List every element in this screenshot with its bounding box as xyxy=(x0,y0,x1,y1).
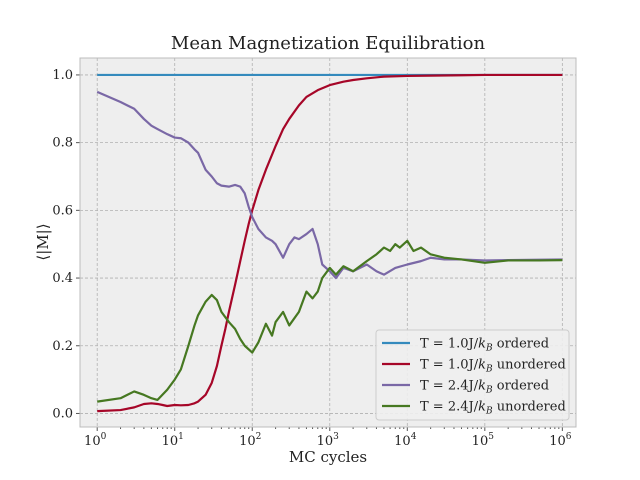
legend-label-suffix: ordered xyxy=(493,337,549,352)
y-tick-label: 1.0 xyxy=(52,68,73,83)
x-tick-exponent: 1 xyxy=(178,432,184,442)
x-tick-base: 10 xyxy=(84,434,101,449)
legend-label-k: k xyxy=(478,379,486,394)
x-tick-exponent: 6 xyxy=(566,432,572,442)
x-tick-exponent: 5 xyxy=(488,432,494,442)
plot-frame xyxy=(79,57,577,428)
x-tick-label: 105 xyxy=(472,432,495,449)
y-axis-label: ⟨|M|⟩ xyxy=(34,223,52,260)
series-line-4 xyxy=(97,239,563,403)
x-tick-base: 10 xyxy=(162,434,179,449)
legend-label-suffix: unordered xyxy=(493,358,566,373)
x-tick-label: 103 xyxy=(317,432,340,449)
legend-label: T = 2.4J/kB unordered xyxy=(420,400,566,417)
x-tick-base: 10 xyxy=(549,434,566,449)
x-tick-label: 100 xyxy=(84,432,107,449)
x-tick-label: 106 xyxy=(549,432,572,449)
legend-label-sub: B xyxy=(485,365,493,375)
legend-label-suffix: ordered xyxy=(493,379,549,394)
legend-box xyxy=(375,329,570,421)
series-line-3 xyxy=(96,90,563,280)
legend-label: T = 1.0J/kB unordered xyxy=(420,358,566,375)
legend-label-k: k xyxy=(478,400,486,415)
legend-label: T = 2.4J/kB ordered xyxy=(420,379,549,396)
legend-label-prefix: T = 1.0J/ xyxy=(420,358,479,373)
legend-label-sub: B xyxy=(485,344,493,354)
x-tick-exponent: 2 xyxy=(256,432,262,442)
legend-label-suffix: unordered xyxy=(493,400,566,415)
x-axis-label: MC cycles xyxy=(289,448,367,466)
legend-label-sub: B xyxy=(485,386,493,396)
legend-label-prefix: T = 2.4J/ xyxy=(420,400,479,415)
legend-label: T = 1.0J/kB ordered xyxy=(420,337,549,354)
x-tick-base: 10 xyxy=(472,434,489,449)
y-tick-label: 0.4 xyxy=(52,271,73,286)
y-tick-label: 0.8 xyxy=(52,136,73,151)
chart-title: Mean Magnetization Equilibration xyxy=(171,33,486,54)
legend-label-sub: B xyxy=(485,407,493,417)
x-tick-exponent: 3 xyxy=(333,432,339,442)
series-line-2 xyxy=(97,73,563,413)
legend-label-prefix: T = 2.4J/ xyxy=(420,379,479,394)
series-group xyxy=(96,73,563,413)
x-tick-base: 10 xyxy=(317,434,334,449)
legend-label-k: k xyxy=(478,337,486,352)
x-tick-label: 101 xyxy=(162,432,184,449)
x-tick-label: 102 xyxy=(239,432,261,449)
y-tick-label: 0.2 xyxy=(52,339,73,354)
y-tick-label: 0.6 xyxy=(52,203,73,218)
x-tick-base: 10 xyxy=(239,434,256,449)
x-tick-base: 10 xyxy=(394,434,411,449)
x-tick-exponent: 4 xyxy=(411,432,417,442)
x-tick-label: 104 xyxy=(394,432,417,449)
x-tick-exponent: 0 xyxy=(101,432,107,442)
legend-label-prefix: T = 1.0J/ xyxy=(420,337,479,352)
y-tick-label: 0.0 xyxy=(52,406,73,421)
legend-label-k: k xyxy=(478,358,486,373)
